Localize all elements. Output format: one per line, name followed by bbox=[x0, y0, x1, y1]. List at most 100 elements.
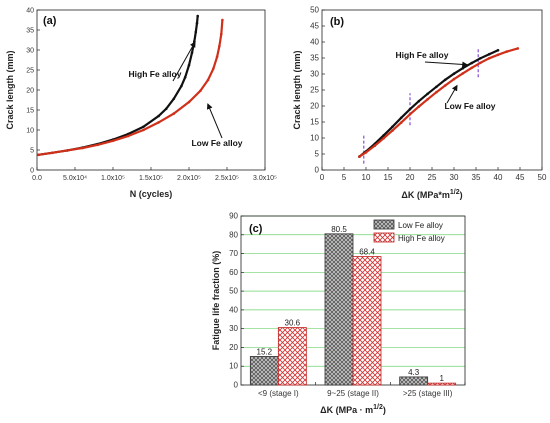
data-point bbox=[190, 51, 194, 55]
data-point bbox=[479, 57, 482, 60]
data-point bbox=[199, 89, 202, 93]
data-point bbox=[391, 129, 394, 132]
data-point bbox=[452, 72, 456, 75]
chart-c-x-axis-title-sup: 1/2 bbox=[373, 404, 383, 411]
annotation-low-fe: Low Fe alloy bbox=[191, 138, 242, 148]
chart-a-x-axis-title: N (cycles) bbox=[130, 189, 173, 199]
chart-b-x-ticks: 0 5 10 15 20 25 30 35 40 45 50 bbox=[320, 167, 547, 182]
data-point bbox=[142, 128, 145, 132]
x-tick-label: 10 bbox=[362, 173, 371, 182]
y-tick-label: 40 bbox=[26, 8, 34, 15]
y-tick-label: 25 bbox=[310, 86, 319, 95]
bar-value-high-fe: 30.6 bbox=[285, 319, 301, 328]
legend-label-high-fe: High Fe alloy bbox=[398, 234, 445, 243]
y-tick-label: 20 bbox=[310, 102, 319, 111]
data-point bbox=[164, 107, 168, 111]
chart-a-series bbox=[37, 14, 224, 157]
chart-a-y-axis-title: Crack length (mm) bbox=[5, 50, 15, 129]
y-tick-label: 40 bbox=[229, 305, 238, 314]
data-point bbox=[215, 55, 219, 59]
data-point bbox=[206, 78, 210, 82]
y-tick-label: 5 bbox=[30, 148, 34, 155]
data-point bbox=[426, 92, 429, 96]
data-point bbox=[408, 113, 412, 116]
data-point bbox=[417, 105, 421, 108]
x-tick-label: 0.0 bbox=[32, 175, 42, 182]
data-point bbox=[452, 77, 456, 81]
x-tick-label: 45 bbox=[516, 173, 525, 182]
bar-value-low-fe: 15.2 bbox=[257, 347, 273, 356]
data-point bbox=[187, 100, 191, 104]
data-point bbox=[96, 143, 100, 147]
data-point bbox=[50, 151, 54, 155]
bar-low-fe bbox=[324, 233, 354, 386]
x-tick-label: 40 bbox=[494, 173, 503, 182]
chart-b-y-ticks: 0 5 10 15 20 25 30 35 40 45 50 bbox=[310, 6, 325, 175]
annotation-arrow-high-fe bbox=[172, 41, 196, 82]
data-point bbox=[111, 139, 115, 143]
x-tick-label: 35 bbox=[472, 173, 481, 182]
y-tick-label: 15 bbox=[26, 108, 34, 115]
data-point bbox=[218, 44, 221, 48]
y-tick-label: 30 bbox=[229, 324, 238, 333]
chart-c-bars: 15.2 30.6 80.5 68.4 4.3 1 bbox=[249, 225, 457, 386]
chart-a-x-ticks: 0.0 5.0x10⁴ 1.0x10⁵ 1.5x10⁵ 2.0x10⁵ 2.5x10⁵ 3.… bbox=[32, 167, 277, 182]
data-point bbox=[399, 116, 403, 120]
data-point bbox=[443, 84, 447, 87]
chart-a-panel-label: (a) bbox=[43, 15, 57, 27]
x-tick-label: 20 bbox=[406, 173, 415, 182]
data-point bbox=[180, 84, 183, 88]
x-tick-label: 0 bbox=[320, 173, 325, 182]
chart-c-x-axis-title-end: ) bbox=[383, 405, 386, 415]
bar-high-fe bbox=[427, 382, 457, 386]
data-point bbox=[487, 57, 491, 60]
data-point bbox=[81, 146, 84, 150]
x-tick-label: 30 bbox=[450, 173, 459, 182]
data-point bbox=[358, 155, 361, 158]
y-tick-label: 50 bbox=[310, 6, 319, 15]
x-tick-label: 50 bbox=[538, 173, 547, 182]
y-tick-label: 30 bbox=[310, 70, 319, 79]
legend-label-low-fe: Low Fe alloy bbox=[398, 221, 443, 230]
data-point bbox=[408, 107, 412, 111]
annotation-low-fe: Low Fe alloy bbox=[444, 101, 495, 111]
x-tick-label: 3.0x10⁵ bbox=[253, 175, 277, 182]
chart-b-y-axis-title: Crack length (mm) bbox=[292, 50, 302, 129]
bar-value-low-fe: 4.3 bbox=[408, 368, 420, 377]
y-tick-label: 5 bbox=[315, 150, 320, 159]
y-tick-label: 0 bbox=[234, 381, 239, 390]
data-point bbox=[399, 121, 403, 124]
x-tick-label: <9 (stage I) bbox=[258, 389, 299, 398]
data-point bbox=[373, 144, 377, 147]
data-point bbox=[417, 99, 421, 103]
y-tick-label: 15 bbox=[310, 118, 319, 127]
y-tick-label: 80 bbox=[229, 230, 238, 239]
annotation-arrow-high-fe bbox=[424, 61, 469, 68]
bar-value-high-fe: 1 bbox=[439, 374, 444, 383]
y-tick-label: 25 bbox=[26, 68, 34, 75]
data-point bbox=[194, 30, 198, 34]
data-point bbox=[187, 63, 191, 67]
data-point bbox=[496, 53, 500, 57]
bar-value-low-fe: 80.5 bbox=[331, 225, 347, 234]
data-point bbox=[183, 75, 187, 79]
bar-low-fe bbox=[399, 376, 429, 386]
data-point bbox=[505, 50, 509, 53]
chart-c-x-axis-title: ΔK (MPa · m1/2) bbox=[320, 404, 386, 415]
data-point bbox=[461, 72, 465, 75]
x-tick-label: 2.0x10⁵ bbox=[177, 175, 201, 182]
y-tick-label: 50 bbox=[229, 287, 238, 296]
data-point bbox=[435, 85, 438, 89]
data-point bbox=[221, 18, 224, 22]
data-point bbox=[382, 134, 385, 137]
chart-c-x-axis-title-main: ΔK (MPa · m bbox=[320, 405, 373, 415]
x-tick-label: 2.5x10⁵ bbox=[215, 175, 239, 182]
data-point bbox=[195, 21, 199, 25]
chart-b-x-axis-title-sup: 1/2 bbox=[450, 189, 460, 196]
y-tick-label: 20 bbox=[26, 88, 34, 95]
y-tick-label: 35 bbox=[26, 28, 34, 35]
data-point bbox=[470, 61, 473, 65]
legend-swatch-low-fe bbox=[373, 219, 395, 230]
chart-b-x-axis-title-main: ΔK (MPa*m bbox=[401, 190, 449, 200]
data-point bbox=[37, 153, 40, 157]
